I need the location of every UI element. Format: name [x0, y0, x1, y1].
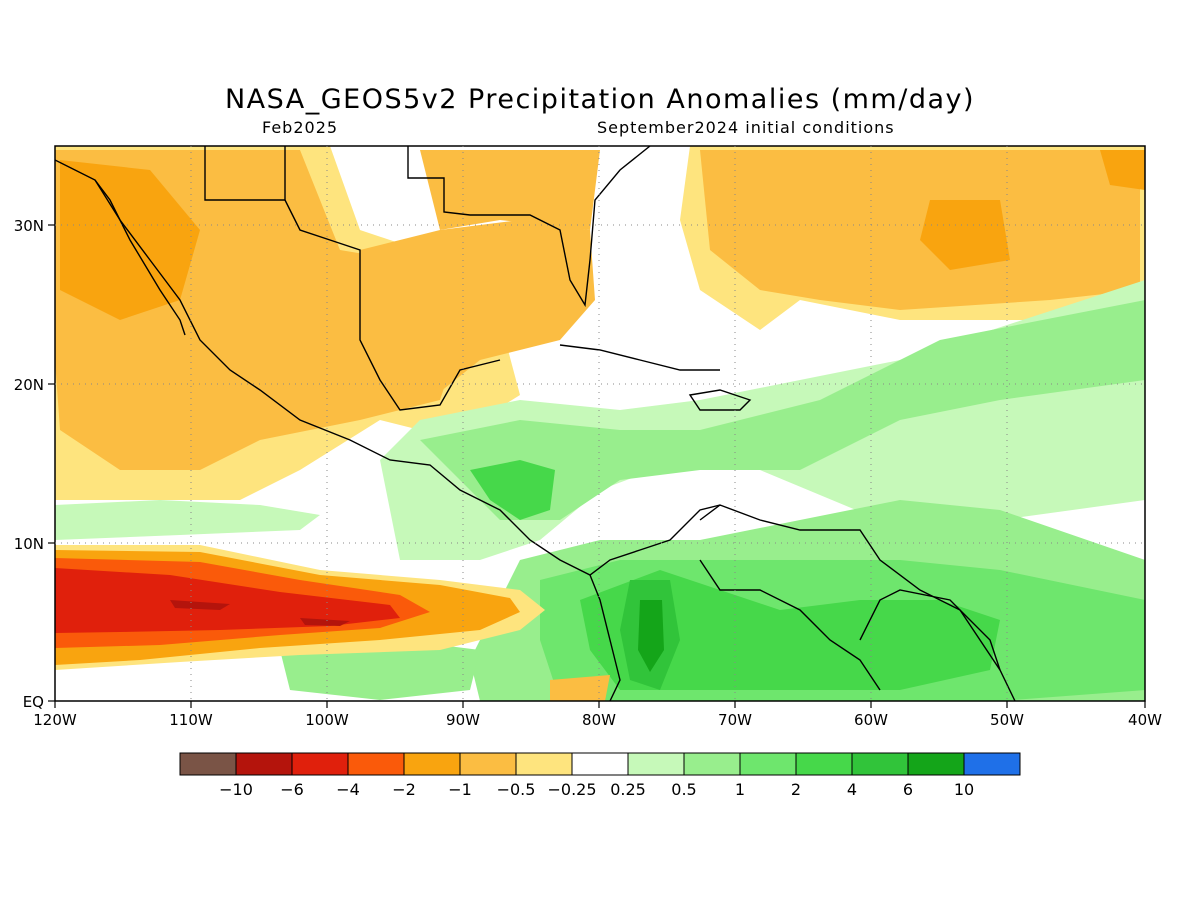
lat-label-10n: 10N [14, 535, 44, 553]
colorbar-swatch [515, 752, 573, 776]
grid-lines [55, 146, 1145, 701]
lon-label-100w: 100W [305, 711, 349, 729]
wet-south-america-core [580, 570, 1000, 690]
dry-panama-bight [550, 675, 610, 701]
colorbar-swatch [179, 752, 237, 776]
colorbar-label: 1 [735, 780, 745, 799]
wet-andes-max [638, 600, 664, 672]
map-title: NASA_GEOS5v2 Precipitation Anomalies (mm… [224, 84, 976, 115]
init-conditions-label: September2024 initial conditions [597, 118, 895, 137]
colorbar-label: −0.25 [547, 780, 596, 799]
colorbar-swatch [235, 752, 293, 776]
dry-itcz-dark-red [170, 600, 350, 626]
dry-region-atlantic-inner-2 [1100, 150, 1145, 190]
anomaly-field [55, 146, 1145, 701]
colorbar-swatch [795, 752, 853, 776]
axis-ticks [48, 224, 1146, 708]
colorbar-swatch [963, 752, 1021, 776]
colorbar-swatch [683, 752, 741, 776]
colorbar-swatch [907, 752, 965, 776]
colorbar-label: 0.25 [610, 780, 646, 799]
lon-label-90w: 90W [446, 711, 480, 729]
dry-region-atlantic-inner [920, 200, 1010, 270]
map-frame [54, 145, 1146, 702]
colorbar-label: −4 [336, 780, 360, 799]
wet-band-caribbean [420, 300, 1145, 520]
colorbar-label: −1 [448, 780, 472, 799]
colorbar-swatch [459, 752, 517, 776]
lon-label-110w: 110W [169, 711, 213, 729]
lat-label-eq: EQ [23, 693, 44, 711]
colorbar-label: 4 [847, 780, 857, 799]
colorbar-swatch [627, 752, 685, 776]
colorbar-swatch [571, 752, 629, 776]
colorbar-label: −6 [280, 780, 304, 799]
wet-central-america [470, 460, 555, 520]
lon-label-70w: 70W [718, 711, 752, 729]
colorbar-swatch [739, 752, 797, 776]
wet-band-south-pacific [280, 640, 480, 700]
colorbar-label: 0.5 [671, 780, 696, 799]
dry-itcz-red [55, 568, 400, 633]
colorbar-label: 10 [954, 780, 974, 799]
coastlines [55, 146, 1016, 701]
dry-region-southeast-us [420, 150, 600, 230]
wet-band-itcz-pacific [55, 500, 320, 540]
dry-region-gulf [355, 220, 595, 400]
lon-label-50w: 50W [990, 711, 1024, 729]
dry-region-atlantic-core [700, 150, 1140, 310]
colorbar-label: −0.5 [497, 780, 536, 799]
colorbar-swatch [291, 752, 349, 776]
lon-label-120w: 120W [33, 711, 77, 729]
valid-month-label: Feb2025 [262, 118, 339, 137]
colorbar-swatch [347, 752, 405, 776]
colorbar: −10 −6 −4 −2 −1 −0.5 −0.25 0.25 0.5 1 2 4 6 10 [179, 752, 1021, 799]
lon-label-40w: 40W [1128, 711, 1162, 729]
colorbar-swatch [403, 752, 461, 776]
colorbar-label: 2 [791, 780, 801, 799]
lon-label-80w: 80W [582, 711, 616, 729]
lon-label-60w: 60W [854, 711, 888, 729]
colorbar-swatch [851, 752, 909, 776]
lat-label-20n: 20N [14, 376, 44, 394]
colorbar-label: 6 [903, 780, 913, 799]
colorbar-label: −10 [219, 780, 253, 799]
lat-label-30n: 30N [14, 217, 44, 235]
colorbar-label: −2 [392, 780, 416, 799]
